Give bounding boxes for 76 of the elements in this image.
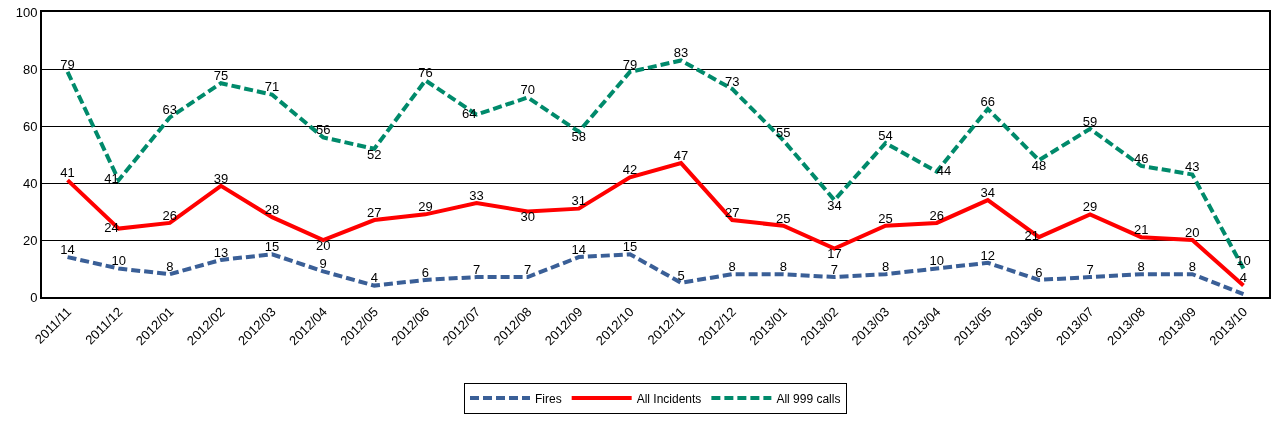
y-tick-label: 40 [22, 175, 38, 191]
data-label: 39 [213, 170, 229, 186]
data-label: 41 [60, 164, 75, 180]
y-tick-label: 20 [22, 232, 38, 248]
data-label: 41 [104, 171, 119, 187]
data-label: 15 [264, 239, 280, 254]
data-label: 5 [677, 267, 685, 283]
data-label: 6 [421, 264, 430, 280]
data-label: 10 [1236, 253, 1251, 269]
legend-label: All Incidents [636, 391, 702, 406]
data-label: 10 [929, 253, 944, 269]
data-label: 79 [622, 56, 638, 72]
data-label: 21 [1133, 221, 1149, 237]
data-label: 25 [878, 210, 893, 226]
data-label: 28 [264, 201, 280, 217]
data-label: 63 [162, 102, 178, 118]
data-label: 4 [1239, 270, 1248, 286]
data-label: 59 [1082, 113, 1098, 129]
y-tick-label: 0 [30, 289, 38, 305]
data-label: 26 [929, 207, 944, 223]
data-label: 8 [166, 258, 174, 274]
data-label: 66 [980, 93, 996, 109]
data-label: 83 [673, 45, 689, 61]
data-label: 10 [111, 253, 126, 269]
data-label: 70 [520, 82, 535, 98]
data-label: 33 [469, 187, 484, 203]
data-label: 27 [724, 204, 740, 220]
data-label: 73 [724, 73, 740, 89]
data-label: 8 [779, 258, 787, 274]
data-label: 20 [1185, 224, 1200, 240]
data-label: 54 [878, 127, 893, 143]
data-label: 8 [1188, 258, 1196, 274]
data-label: 42 [622, 162, 638, 178]
data-label: 43 [1185, 159, 1200, 175]
data-label: 34 [980, 184, 996, 200]
data-label: 7 [472, 261, 481, 277]
data-label: 8 [1137, 258, 1145, 274]
y-tick-label: 80 [22, 61, 38, 77]
data-label: 6 [1035, 264, 1043, 280]
data-label: 46 [1133, 150, 1149, 166]
data-label: 55 [776, 125, 791, 140]
data-label: 64 [462, 105, 477, 121]
data-label: 15 [622, 239, 638, 254]
data-label: 14 [571, 241, 587, 257]
data-label: 9 [319, 256, 327, 272]
data-label: 29 [418, 199, 433, 215]
data-label: 14 [60, 241, 75, 257]
data-label: 47 [673, 147, 689, 163]
data-label: 4 [370, 270, 378, 286]
legend-label: All 999 calls [776, 391, 841, 406]
data-label: 20 [315, 237, 331, 253]
data-label: 27 [367, 204, 382, 220]
data-label: 21 [1024, 228, 1039, 244]
data-label: 52 [367, 146, 382, 162]
data-label: 79 [60, 56, 75, 72]
y-tick-label: 60 [22, 118, 38, 134]
data-label: 7 [830, 261, 839, 277]
data-label: 12 [980, 247, 996, 263]
data-label: 26 [162, 207, 178, 223]
data-label: 7 [1086, 261, 1094, 277]
data-label: 25 [776, 210, 791, 226]
data-label: 48 [1031, 157, 1047, 173]
data-label: 71 [264, 79, 280, 95]
data-label: 31 [571, 193, 587, 209]
data-label: 8 [881, 258, 890, 274]
y-tick-label: 100 [15, 4, 38, 20]
data-label: 7 [524, 261, 532, 277]
data-label: 34 [827, 197, 842, 213]
data-label: 13 [213, 244, 229, 260]
data-label: 8 [728, 258, 736, 274]
data-label: 29 [1082, 199, 1098, 215]
data-label: 58 [571, 129, 587, 145]
data-label: 17 [827, 246, 842, 262]
data-label: 75 [213, 68, 229, 83]
data-label: 30 [520, 209, 535, 225]
legend-label: Fires [535, 391, 562, 406]
